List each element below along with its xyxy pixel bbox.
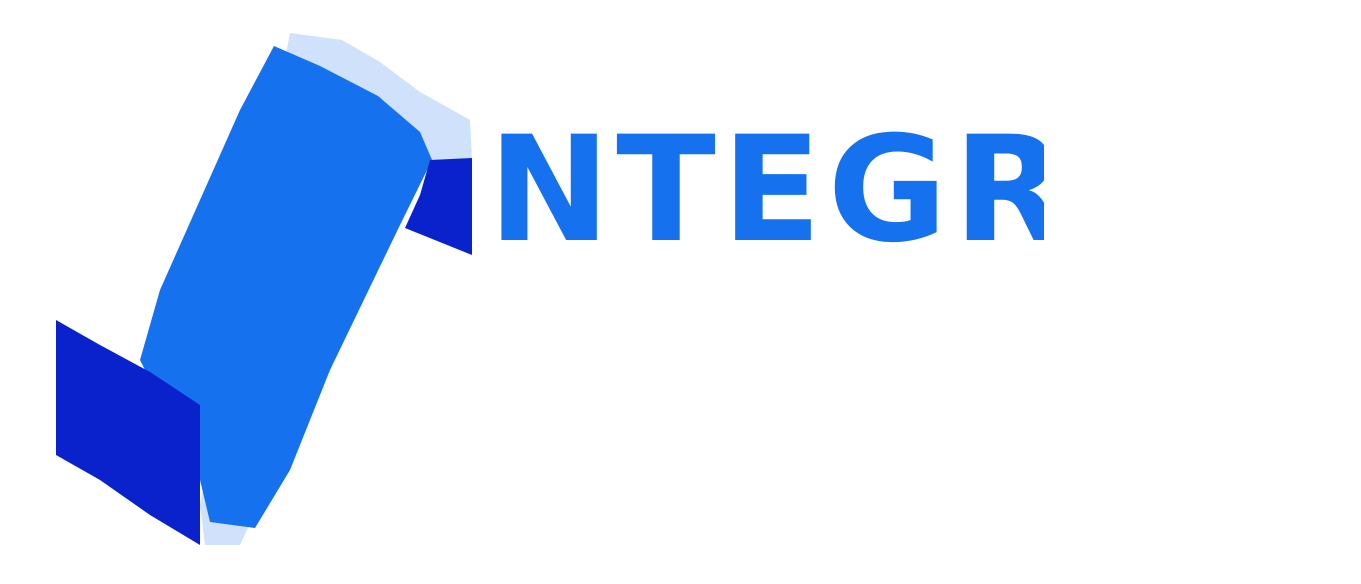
logo-fold-shape <box>56 320 200 545</box>
logo-main-slab <box>140 46 432 528</box>
stylized-i-book-icon <box>56 33 472 545</box>
brand-wordmark: NTEGRA <box>488 108 1044 258</box>
logo-dot-shape <box>405 158 472 255</box>
brand-name: NTEGRA <box>488 108 1044 258</box>
